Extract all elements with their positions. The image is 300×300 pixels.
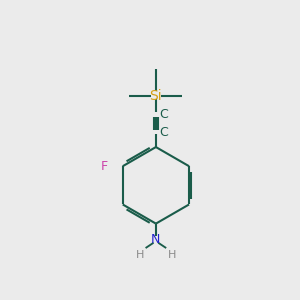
Text: H: H xyxy=(168,250,176,260)
Text: C: C xyxy=(159,108,168,121)
Text: F: F xyxy=(101,160,108,173)
Text: N: N xyxy=(151,233,160,246)
Text: H: H xyxy=(136,250,144,260)
Text: C: C xyxy=(159,126,168,139)
Text: Si: Si xyxy=(150,88,162,103)
